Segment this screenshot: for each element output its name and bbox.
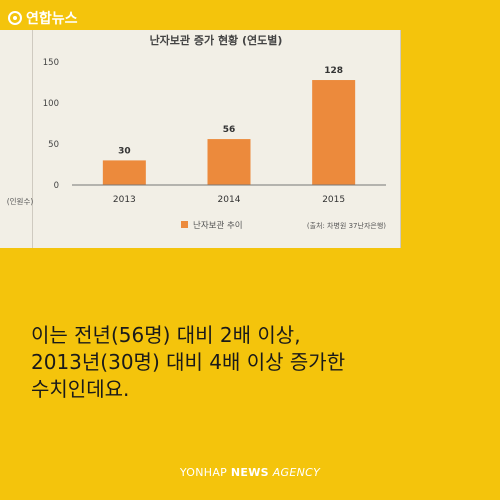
legend-swatch [181,221,188,228]
legend-label: 난자보관 추이 [193,220,243,231]
y-tick-label: 50 [48,140,59,150]
y-tick-label: 0 [54,181,59,191]
yonhap-logo-icon [8,11,22,25]
bar [102,160,146,185]
bar-value-label: 128 [324,66,343,76]
bar-chart: 난자보관 증가 현황 (연도별) (인원수) 0 50 100 150 30 56 128… [7,33,387,231]
chart-panel: 난자보관 증가 현황 (연도별) (인원수) 0 50 100 150 30 56 128… [0,30,401,248]
x-tick-label: 2014 [218,195,241,205]
y-tick-label: 100 [43,99,59,109]
x-tick-label: 2015 [322,195,345,205]
y-axis-label: (인원수) [7,196,34,206]
bar-value-label: 30 [118,146,131,156]
body-text: 이는 전년(56명) 대비 2배 이상, 2013년(30명) 대비 4배 이상… [31,322,345,403]
body-line: 이는 전년(56명) 대비 2배 이상, [31,323,301,347]
body-line: 2013년(30명) 대비 4배 이상 증가한 [31,350,346,374]
brand-logo-text: 연합뉴스 [26,11,78,27]
x-tick-label: 2013 [113,195,136,205]
footer-agency: AGENCY [272,466,321,479]
footer-prefix: YONHAP [179,466,228,479]
body-line: 수치인데요. [31,377,130,401]
footer-news: NEWS [230,466,269,479]
chart-title: 난자보관 증가 현황 (연도별) [150,33,283,47]
bar-value-label: 56 [223,125,236,135]
footer-credit: YONHAP NEWS AGENCY [0,466,500,479]
bar [207,139,251,185]
brand-logo: 연합뉴스 [8,8,78,28]
chart-frame [32,30,401,248]
y-tick-label: 150 [43,58,59,68]
bar [312,80,356,185]
chart-source: (출처: 차병원 37난자은행) [307,221,386,230]
